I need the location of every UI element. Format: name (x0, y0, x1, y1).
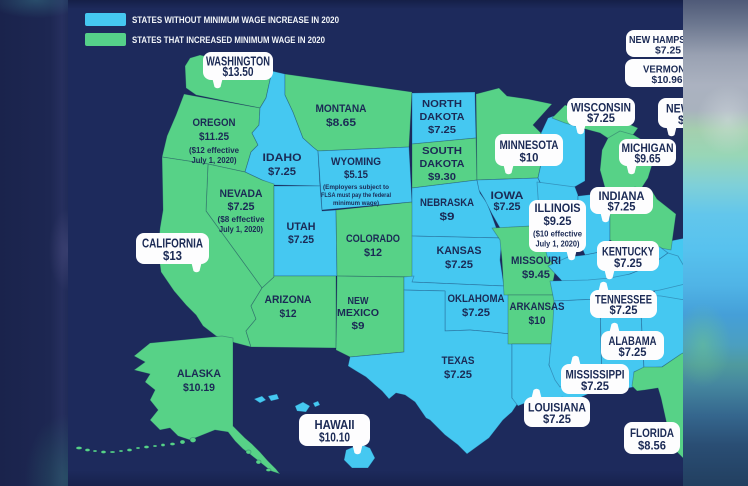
svg-text:NEVADA: NEVADA (220, 188, 263, 200)
svg-text:$7.25: $7.25 (428, 124, 456, 136)
svg-text:FLSA must pay the federal: FLSA must pay the federal (321, 192, 391, 199)
svg-text:MONTANA: MONTANA (316, 103, 367, 115)
svg-text:$7.25: $7.25 (619, 347, 648, 359)
svg-text:$7.25: $7.25 (610, 305, 639, 317)
svg-text:$7.25: $7.25 (587, 111, 615, 125)
svg-text:$7.25: $7.25 (462, 307, 490, 319)
svg-text:($12 effective: ($12 effective (189, 146, 239, 155)
svg-text:TENNESSEE: TENNESSEE (595, 294, 652, 306)
svg-text:$7.25: $7.25 (608, 199, 636, 213)
svg-text:WYOMING: WYOMING (331, 156, 381, 168)
svg-text:$12: $12 (364, 247, 382, 259)
svg-text:FLORIDA: FLORIDA (630, 428, 674, 440)
svg-text:$8.65: $8.65 (326, 117, 356, 129)
svg-text:ARKANSAS: ARKANSAS (510, 301, 565, 313)
svg-text:WASHINGTON: WASHINGTON (206, 54, 270, 68)
svg-text:$10.96: $10.96 (652, 75, 683, 86)
svg-text:OKLAHOMA: OKLAHOMA (448, 293, 505, 305)
svg-text:$7.25: $7.25 (228, 201, 255, 213)
svg-text:$10.10: $10.10 (319, 431, 350, 445)
svg-text:$10.19: $10.19 (183, 382, 215, 394)
svg-text:($8 effective: ($8 effective (218, 215, 265, 224)
svg-text:SOUTH: SOUTH (422, 145, 462, 157)
svg-text:$9.30: $9.30 (428, 171, 456, 183)
svg-text:MINNESOTA: MINNESOTA (500, 138, 559, 152)
svg-text:ILLINOIS: ILLINOIS (535, 201, 581, 215)
svg-text:$10: $10 (529, 315, 546, 327)
svg-text:$8.56: $8.56 (638, 441, 666, 453)
svg-text:July 1, 2020): July 1, 2020) (192, 156, 237, 165)
svg-text:$9.25: $9.25 (544, 214, 572, 228)
svg-text:$5.15: $5.15 (344, 169, 368, 181)
svg-text:NORTH: NORTH (422, 98, 462, 110)
svg-text:$7.25: $7.25 (268, 166, 296, 178)
svg-text:$13.50: $13.50 (223, 65, 254, 79)
svg-text:NEW: NEW (348, 295, 369, 307)
svg-text:KANSAS: KANSAS (437, 245, 482, 257)
svg-text:$7.25: $7.25 (614, 258, 643, 270)
svg-text:$7.25: $7.25 (581, 381, 610, 393)
svg-text:MICHIGAN: MICHIGAN (622, 143, 674, 155)
svg-text:NEBRASKA: NEBRASKA (420, 197, 474, 209)
svg-text:$10: $10 (520, 151, 539, 165)
svg-text:STATES THAT INCREASED MINIMUM: STATES THAT INCREASED MINIMUM WAGE IN 20… (132, 35, 325, 46)
svg-text:COLORADO: COLORADO (346, 233, 400, 245)
svg-text:KENTUCKY: KENTUCKY (602, 246, 654, 258)
svg-text:IDAHO: IDAHO (263, 152, 302, 164)
svg-text:OREGON: OREGON (193, 117, 236, 129)
svg-text:July 1, 2020): July 1, 2020) (219, 225, 263, 234)
svg-text:July 1, 2020): July 1, 2020) (536, 239, 580, 249)
svg-text:ARIZONA: ARIZONA (265, 294, 312, 306)
svg-text:DAKOTA: DAKOTA (420, 158, 465, 170)
svg-text:DAKOTA: DAKOTA (420, 111, 465, 123)
svg-text:$7.25: $7.25 (288, 234, 314, 246)
svg-text:(Employers subject to: (Employers subject to (323, 184, 389, 191)
svg-text:$9.45: $9.45 (522, 269, 550, 281)
svg-text:VERMONT: VERMONT (643, 64, 691, 75)
svg-text:$9: $9 (440, 211, 455, 223)
svg-text:$11.25: $11.25 (199, 131, 229, 143)
svg-text:$9.65: $9.65 (635, 153, 662, 165)
svg-text:NEW HAMPSHIRE: NEW HAMPSHIRE (629, 35, 707, 46)
svg-text:TEXAS: TEXAS (442, 355, 475, 367)
svg-text:STATES WITHOUT MINIMUM WAGE IN: STATES WITHOUT MINIMUM WAGE INCREASE IN … (132, 15, 339, 26)
svg-text:UTAH: UTAH (287, 221, 316, 233)
svg-text:($10 effective: ($10 effective (533, 228, 582, 238)
svg-text:$7.25: $7.25 (445, 259, 473, 271)
svg-text:minimum wage): minimum wage) (333, 200, 379, 207)
svg-text:$7.25: $7.25 (655, 45, 681, 56)
svg-text:$9: $9 (352, 320, 365, 332)
svg-text:CALIFORNIA: CALIFORNIA (142, 237, 203, 251)
svg-text:INDIANA: INDIANA (599, 189, 645, 203)
svg-text:MISSISSIPPI: MISSISSIPPI (566, 369, 625, 381)
svg-text:MISSOURI: MISSOURI (511, 255, 561, 267)
svg-text:ALASKA: ALASKA (177, 368, 221, 380)
svg-text:$7.25: $7.25 (444, 369, 472, 381)
svg-text:$13: $13 (163, 249, 182, 263)
svg-text:$12: $12 (280, 308, 297, 320)
svg-text:LOUISIANA: LOUISIANA (528, 400, 586, 414)
svg-text:MEXICO: MEXICO (337, 307, 379, 319)
svg-text:ALABAMA: ALABAMA (609, 336, 657, 348)
svg-text:$7.25: $7.25 (494, 201, 521, 213)
svg-text:$7.25: $7.25 (543, 412, 571, 426)
svg-text:HAWAII: HAWAII (315, 418, 355, 432)
svg-text:IOWA: IOWA (491, 190, 524, 202)
svg-text:WISCONSIN: WISCONSIN (571, 100, 631, 114)
